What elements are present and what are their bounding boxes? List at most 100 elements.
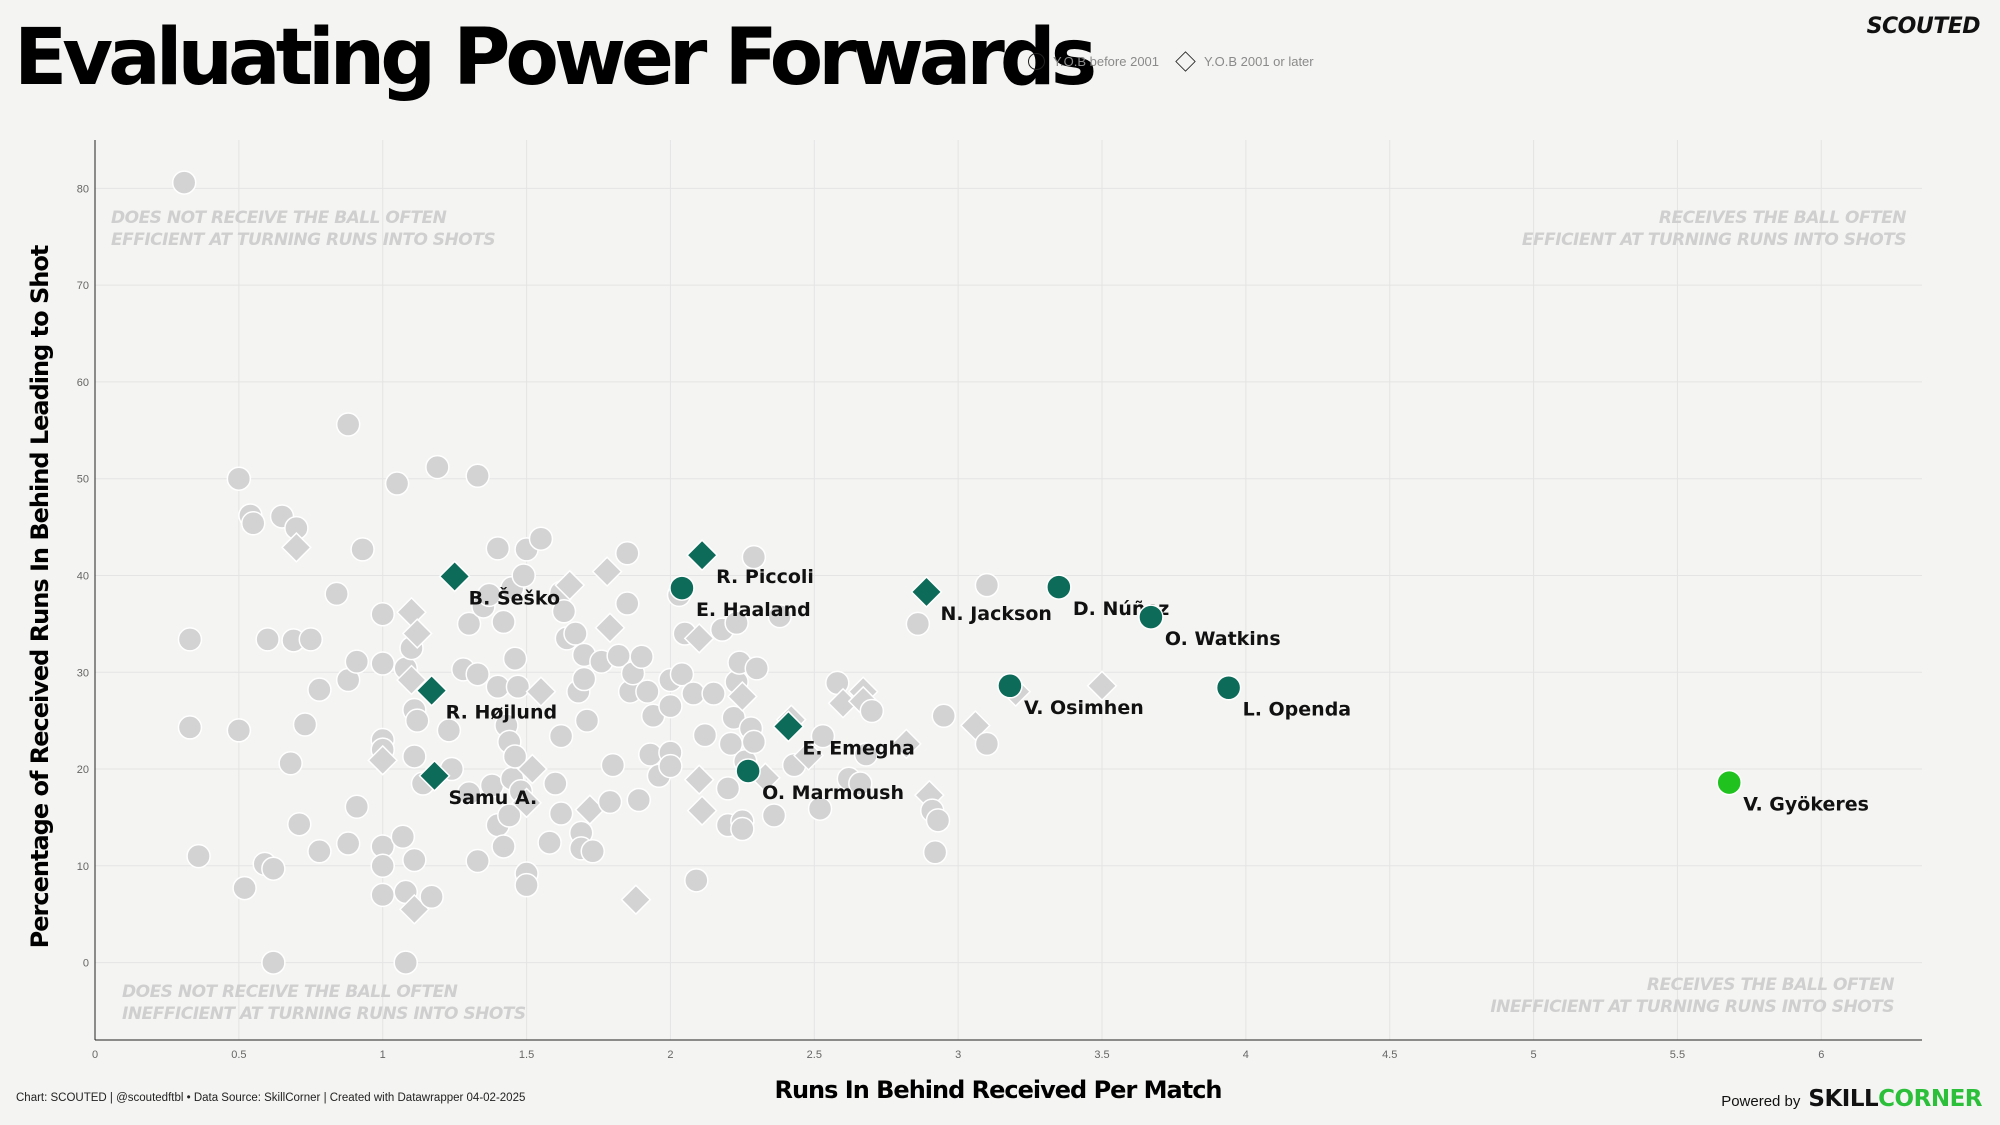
x-axis-title: Runs In Behind Received Per Match [774,1076,1221,1104]
player-point [491,834,516,859]
skillcorner-logo-b: CORNER [1878,1086,1982,1112]
player-point [240,510,266,536]
highlighted-player-point [1215,674,1242,701]
y-tick-label: 60 [77,377,89,389]
x-tick-label: 0 [92,1049,98,1061]
player-point [232,875,257,901]
player-point [528,526,554,551]
player-point [793,740,824,771]
player-name-label: Samu A. [449,787,538,809]
player-point [767,603,793,629]
player-point [367,744,399,776]
player-point [537,830,562,855]
player-point [686,795,718,827]
x-tick-label: 4 [1243,1049,1249,1061]
player-point [393,950,418,975]
axes: 0 0.5 1 1.5 2 2.5 3 3.5 4 4.5 5 5.5 6010203040506070… [77,140,1922,1061]
player-point [761,803,787,828]
player-point [502,744,528,769]
player-point [726,681,758,712]
highlighted-player-point [686,539,719,572]
player-point [548,801,574,826]
highlighted-player-point [669,575,695,601]
player-point [931,703,957,729]
player-point [543,771,568,796]
x-tick-label: 5.5 [1670,1049,1685,1061]
legend-item-circle: Y.O.B before 2001 [1028,52,1160,70]
player-point [516,753,548,785]
y-tick-label: 50 [77,474,89,486]
player-point [669,661,695,687]
quadrant-label-top-left: EFFICIENT AT TURNING RUNS INTO SHOTS [111,230,495,250]
player-point [597,789,623,815]
player-point [600,752,626,778]
player-point [335,831,361,856]
player-point [574,708,600,733]
x-tick-label: 4.5 [1382,1049,1397,1061]
player-point [335,412,361,437]
x-tick-label: 1.5 [519,1049,534,1061]
player-point [390,824,416,850]
player-point [925,808,951,833]
player-point [511,787,543,819]
player-point [505,674,531,700]
player-point [701,681,726,706]
player-point [715,776,741,801]
player-name-label: R. Piccoli [716,566,814,588]
player-name-label: R. Højlund [446,702,557,724]
player-point [344,794,370,820]
player-point [384,471,410,496]
quadrant-label-bottom-left: INEFFICIENT AT TURNING RUNS INTO SHOTS [122,1004,526,1024]
quadrant-label-bottom-right: RECEIVES THE BALL OFTEN [1647,975,1894,995]
player-point [730,816,755,842]
player-point [226,466,252,491]
x-tick-label: 1 [380,1049,386,1061]
player-point [684,868,709,893]
x-tick-label: 2 [667,1049,673,1061]
player-name-label: O. Marmoush [762,782,904,804]
player-point [905,611,931,637]
highlighted-player-point [415,674,448,707]
quadrant-label-top-left: DOES NOT RECEIVE THE BALL OFTEN [111,208,447,228]
highlighted-player-point [1716,769,1742,796]
highlighted-player-point [997,673,1023,699]
skillcorner-logo-a: SKILL [1808,1086,1879,1112]
player-point [724,610,749,636]
player-point [615,540,640,566]
legend-circle-label: Y.O.B before 2001 [1053,53,1160,69]
player-point [307,677,332,702]
player-point [683,764,715,796]
player-point [465,848,490,874]
player-point [436,718,462,743]
player-point [465,661,490,687]
player-point [563,621,588,646]
x-tick-label: 2.5 [807,1049,822,1061]
highlighted-player-point [1046,574,1072,600]
player-point [171,170,197,195]
highlighted-player-point [1138,604,1164,630]
player-point [278,750,303,776]
player-point [485,536,511,561]
y-tick-label: 30 [77,667,89,679]
player-point [974,731,1000,757]
circle-marker-icon [1028,52,1045,70]
player-point [261,856,286,881]
player-point [551,599,577,624]
player-point [186,843,211,869]
highlighted-player-point [910,575,943,608]
player-point [465,463,490,489]
player-point [744,656,769,681]
player-point [404,708,430,733]
player-point [658,753,683,779]
player-name-label: L. Openda [1243,699,1352,721]
scouted-logo: SCOUTED [1866,14,1981,39]
player-point [620,884,652,916]
player-point [324,581,349,607]
powered-by: Powered by SKILLCORNER [1721,1086,1982,1112]
player-point [226,718,252,743]
player-point [261,950,286,975]
player-point [810,723,836,749]
player-point [419,884,444,910]
